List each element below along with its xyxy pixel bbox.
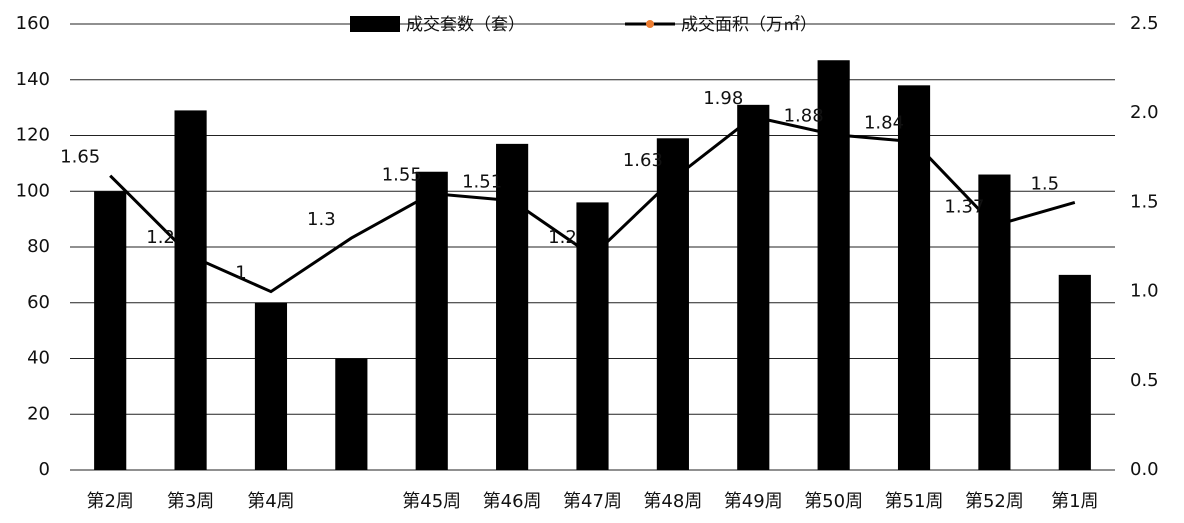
x-tick-label: 第45周	[402, 491, 461, 512]
y-tick-label: 160	[16, 13, 50, 34]
legend-swatch	[350, 16, 400, 32]
bar	[335, 358, 368, 470]
bar	[737, 104, 770, 471]
x-tick-label: 第52周	[965, 491, 1024, 512]
data-label: 1.2	[548, 227, 577, 248]
data-label: 1.98	[703, 88, 743, 109]
data-label: 1.65	[60, 147, 100, 168]
x-tick-label: 第3周	[167, 491, 214, 512]
x-tick-label: 第51周	[885, 491, 944, 512]
x-tick-label: 第46周	[483, 491, 542, 512]
y2-tick-label: 0.5	[1130, 370, 1159, 391]
y2-tick-label: 0.0	[1130, 459, 1159, 480]
y2-tick-label: 1.0	[1130, 281, 1159, 302]
y-tick-label: 0	[39, 459, 50, 480]
x-tick-label: 第49周	[724, 491, 783, 512]
data-label: 1.5	[1030, 173, 1059, 194]
y-tick-label: 140	[16, 69, 50, 90]
y-tick-label: 120	[16, 125, 50, 146]
bar	[817, 60, 850, 471]
x-tick-label: 第50周	[804, 491, 863, 512]
data-label: 1.37	[944, 197, 984, 218]
x-tick-label: 第2周	[86, 491, 133, 512]
y-tick-label: 100	[16, 180, 50, 201]
data-label: 1.55	[382, 164, 422, 185]
data-label: 1.2	[146, 227, 175, 248]
data-label: 1	[235, 263, 246, 284]
legend-label: 成交套数（套）	[406, 15, 525, 35]
x-tick-label: 第48周	[643, 491, 702, 512]
bar	[415, 171, 448, 471]
y-tick-label: 20	[27, 403, 50, 424]
y2-tick-label: 1.5	[1130, 191, 1159, 212]
bar	[1058, 274, 1091, 470]
y-tick-label: 40	[27, 348, 50, 369]
legend: 成交套数（套） 成交面积（万㎡）	[350, 15, 817, 35]
y-tick-label: 60	[27, 292, 50, 313]
bar	[978, 174, 1011, 470]
bar	[254, 302, 288, 470]
y2-tick-label: 2.0	[1130, 102, 1159, 123]
x-tick-label: 第4周	[247, 491, 294, 512]
legend-marker	[646, 20, 654, 28]
x-tick-label: 第1周	[1051, 491, 1098, 512]
x-tick-label: 第47周	[563, 491, 622, 512]
bar	[576, 202, 609, 470]
bar	[94, 191, 127, 470]
data-label: 1.63	[623, 150, 663, 171]
data-label: 1.3	[307, 209, 336, 230]
data-label: 1.88	[784, 106, 824, 127]
bar	[656, 138, 689, 470]
data-label: 1.84	[864, 113, 904, 134]
y-tick-label: 80	[27, 236, 50, 257]
line	[109, 115, 1076, 294]
bar	[897, 85, 931, 470]
y2-tick-label: 2.5	[1130, 13, 1159, 34]
bar	[496, 143, 529, 471]
bar	[174, 110, 207, 470]
legend-label: 成交面积（万㎡）	[681, 15, 817, 35]
data-label: 1.51	[462, 172, 502, 193]
